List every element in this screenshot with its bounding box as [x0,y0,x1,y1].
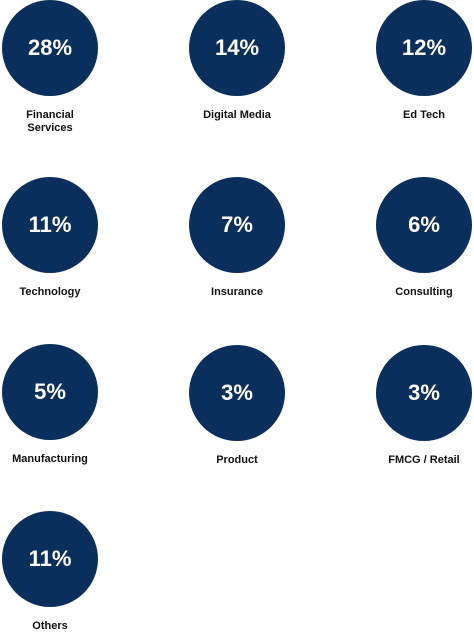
stat-product: 3% Product [177,345,297,467]
stat-value: 11% [28,212,72,237]
stat-value: 14% [214,35,260,60]
stat-manufacturing: 5% Manufacturing [0,344,110,466]
stat-value: 5% [34,379,66,404]
stat-circle: 3% [189,345,285,441]
stat-value: 3% [408,380,440,405]
stat-label: Ed Tech [403,109,445,121]
stat-label: Others [32,620,68,632]
stat-value: 12% [401,35,447,60]
stat-label: Insurance [211,286,263,298]
stat-technology: 11% Technology [0,177,110,299]
stat-circle: 11% [2,177,98,273]
stat-label-line: Services [27,122,73,134]
stat-financial-services: 28% Financial Services [0,0,110,135]
stat-circle: 6% [376,177,472,273]
stat-circle: 14% [189,0,285,96]
stat-label: Product [216,454,258,466]
stat-value: 11% [28,546,72,571]
stat-circle: 12% [376,0,472,96]
stat-label: Digital Media [203,109,271,121]
stat-circle: 5% [2,344,98,440]
stat-label: Manufacturing [12,453,88,465]
stat-value: 7% [221,212,253,237]
stat-circle: 28% [2,0,98,96]
stat-value: 6% [408,212,440,237]
stat-fmcg-retail: 3% FMCG / Retail [364,345,474,467]
stat-circle: 11% [2,511,98,607]
stat-circle: 3% [376,345,472,441]
stat-value: 28% [27,35,73,60]
stat-label: Technology [19,286,81,298]
stat-label: Financial Services [0,109,110,135]
stat-label-line: Financial [26,109,74,121]
stat-value: 3% [221,380,253,405]
stat-digital-media: 14% Digital Media [177,0,297,122]
stat-consulting: 6% Consulting [364,177,474,299]
stat-ed-tech: 12% Ed Tech [364,0,474,122]
stat-others: 11% Others [0,511,110,633]
stat-circle: 7% [189,177,285,273]
stat-insurance: 7% Insurance [177,177,297,299]
stat-label: Consulting [395,286,453,298]
stat-label: FMCG / Retail [388,454,460,466]
